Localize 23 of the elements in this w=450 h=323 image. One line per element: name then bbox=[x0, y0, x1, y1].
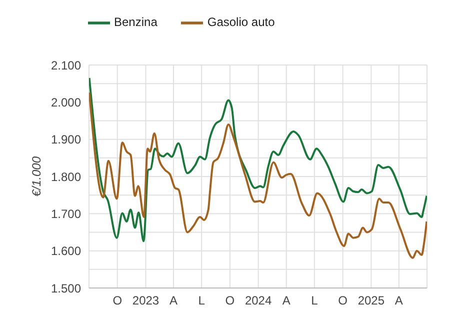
y-tick-label: 2.100 bbox=[50, 58, 82, 72]
y-tick-label: 1.800 bbox=[50, 170, 82, 184]
y-tick-label: 1.900 bbox=[50, 132, 82, 147]
x-tick-label: O bbox=[225, 294, 235, 308]
y-tick-label: 2.000 bbox=[50, 95, 82, 110]
x-tick-label: 2024 bbox=[244, 294, 272, 308]
y-axis-title: €/1.000 bbox=[29, 156, 44, 197]
legend-label: Benzina bbox=[114, 15, 158, 30]
line-series bbox=[89, 92, 427, 259]
x-tick-label: O bbox=[338, 294, 348, 308]
x-tick-label: 2025 bbox=[358, 294, 385, 308]
x-tick-label: A bbox=[169, 294, 178, 308]
y-tick-label: 1.700 bbox=[50, 206, 82, 221]
x-tick-label: L bbox=[311, 294, 318, 308]
y-tick-label: 1.500 bbox=[50, 281, 82, 296]
x-tick-label: L bbox=[198, 294, 206, 308]
y-tick-label: 1.600 bbox=[50, 244, 82, 258]
x-tick-label: 2023 bbox=[132, 294, 160, 308]
x-tick-label: A bbox=[394, 294, 403, 308]
line-series bbox=[89, 77, 427, 242]
x-tick-label: A bbox=[282, 294, 290, 308]
legend-label: Gasolio auto bbox=[207, 15, 275, 30]
x-tick-label: O bbox=[112, 294, 122, 308]
